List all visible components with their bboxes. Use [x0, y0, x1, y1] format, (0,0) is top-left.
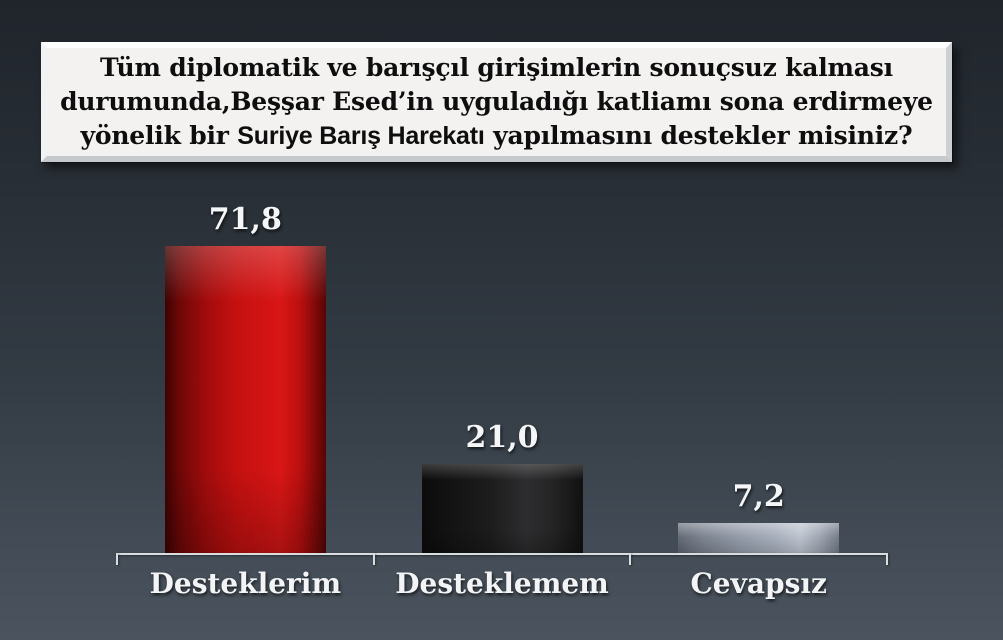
chart-area: 71,8 21,0 7,2	[117, 198, 887, 554]
axis-tick	[116, 553, 118, 565]
question-line-1: Tüm diplomatik ve barışçıl girişimlerin …	[100, 53, 893, 82]
bar-group-cevapsiz: 7,2	[630, 198, 887, 554]
axis-tick	[629, 553, 631, 565]
bar-desteklerim	[164, 246, 326, 554]
bar-value-label: 21,0	[465, 420, 539, 455]
question-line-3-prefix: yönelik bir	[80, 121, 238, 150]
question-line-3-suffix: yapılmasını destekler misiniz?	[484, 121, 913, 150]
question-line-3: yönelik bir Suriye Barış Harekatı yapılm…	[47, 119, 946, 153]
bar-group-desteklerim: 71,8	[117, 198, 374, 554]
x-axis-line	[116, 553, 888, 555]
operation-name-bold: Suriye Barış Harekatı	[237, 122, 485, 150]
question-box: Tüm diplomatik ve barışçıl girişimlerin …	[41, 42, 952, 162]
bar-cevapsiz	[678, 523, 840, 554]
category-label-cevapsiz: Cevapsız	[690, 567, 827, 600]
bar-value-label: 7,2	[732, 479, 785, 514]
axis-tick	[373, 553, 375, 565]
axis-tick	[886, 553, 888, 565]
category-label-desteklerim: Desteklerim	[149, 567, 342, 600]
bar-group-desteklemem: 21,0	[374, 198, 631, 554]
category-label-desteklemem: Desteklemem	[395, 567, 609, 600]
bar-desteklemem	[421, 464, 583, 554]
question-line-2: durumunda,Beşşar Esed’in uyguladığı katl…	[60, 87, 933, 116]
category-labels-row: Desteklerim Desteklemem Cevapsız	[117, 567, 887, 600]
bar-value-label: 71,8	[208, 202, 282, 237]
